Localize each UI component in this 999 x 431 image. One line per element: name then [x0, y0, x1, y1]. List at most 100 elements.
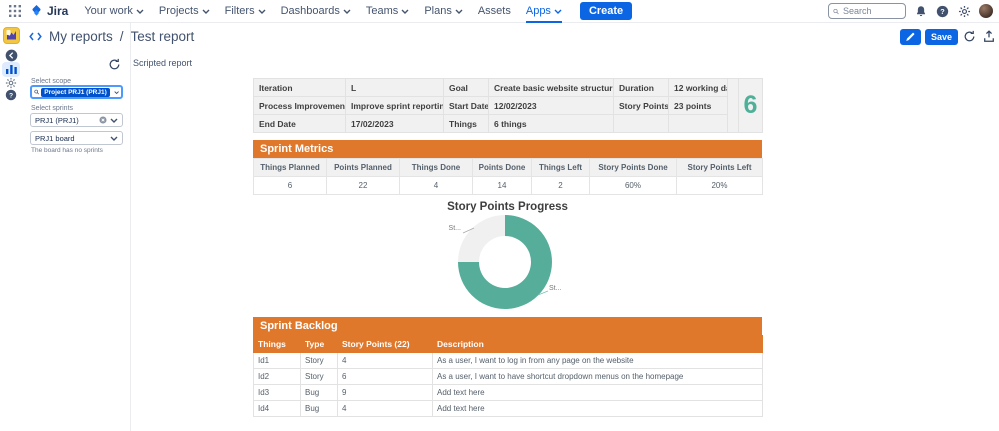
backlog-cell: 9: [338, 385, 433, 401]
info-label: Goal: [444, 79, 489, 97]
metrics-value-row: 6 22 4 14 2 60% 20%: [254, 177, 763, 195]
backlog-cell: Id1: [254, 353, 301, 369]
board-select[interactable]: PRJ1 board: [30, 131, 123, 145]
backlog-header: Description: [433, 336, 763, 353]
iteration-info-table: Iteration L Goal Create basic website st…: [253, 78, 763, 133]
donut-label-right: St...: [549, 285, 561, 292]
nav-filters[interactable]: Filters: [225, 0, 266, 23]
backlog-cell: Add text here: [433, 385, 763, 401]
info-spacer-cell: [728, 79, 739, 133]
backlog-cell: Story: [301, 369, 338, 385]
info-label: Process Improvement: [254, 97, 346, 115]
jira-logo-icon: [30, 5, 43, 18]
scope-label: Select scope: [31, 78, 71, 85]
top-navigation-bar: Jira Your work Projects Filters Dashboar…: [0, 0, 999, 23]
chevron-down-icon: [554, 9, 562, 14]
chevron-down-icon: [401, 9, 409, 14]
backlog-cell: As a user, I want to log in from any pag…: [433, 353, 763, 369]
metrics-value: 20%: [677, 177, 763, 195]
nav-projects[interactable]: Projects: [159, 0, 210, 23]
info-value: 12 working days: [669, 79, 728, 97]
jira-logo[interactable]: Jira: [30, 4, 68, 18]
sprint-metrics-header: Sprint Metrics: [253, 140, 762, 158]
backlog-cell: Add text here: [433, 401, 763, 417]
info-value: Create basic website structure: [489, 79, 614, 97]
app-settings-gear-icon[interactable]: [5, 77, 17, 89]
sprint-metrics-table: Things Planned Points Planned Things Don…: [253, 158, 763, 195]
info-label: End Date: [254, 115, 346, 133]
backlog-row: Id4 Bug 4 Add text here: [254, 401, 763, 417]
nav-apps[interactable]: Apps: [526, 0, 562, 23]
search-icon: [833, 7, 839, 16]
svg-text:?: ?: [9, 92, 13, 99]
jira-logo-text: Jira: [47, 4, 68, 18]
info-label: Story Points: [614, 97, 669, 115]
metrics-header: Story Points Done: [590, 159, 677, 177]
nav-plans[interactable]: Plans: [424, 0, 463, 23]
info-row: End Date 17/02/2023 Things 6 things: [254, 115, 763, 133]
chevron-down-icon: [455, 9, 463, 14]
sprint-select[interactable]: PRJ1 (PRJ1): [30, 113, 123, 127]
nav-teams[interactable]: Teams: [366, 0, 409, 23]
sprint-backlog-header: Sprint Backlog: [253, 317, 762, 335]
backlog-cell: Story: [301, 353, 338, 369]
scope-select[interactable]: Project PRJ1 (PRJ1): [30, 85, 123, 99]
chevron-down-icon: [136, 9, 144, 14]
info-value: 17/02/2023: [346, 115, 444, 133]
backlog-cell: Id2: [254, 369, 301, 385]
reports-chart-icon[interactable]: [2, 62, 20, 77]
chevron-down-icon: [258, 9, 266, 14]
app-help-icon[interactable]: ?: [5, 89, 17, 101]
sprint-backlog-table: Things Type Story Points (22) Descriptio…: [253, 335, 763, 417]
collapse-back-icon[interactable]: [5, 49, 18, 62]
backlog-cell: Id4: [254, 401, 301, 417]
metrics-value: 4: [400, 177, 473, 195]
user-avatar[interactable]: [979, 4, 993, 18]
donut-label-left: St...: [433, 225, 461, 232]
create-button[interactable]: Create: [580, 2, 632, 20]
info-value: 12/02/2023: [489, 97, 614, 115]
chevron-down-icon: [202, 9, 210, 14]
panel-refresh-icon[interactable]: [108, 58, 121, 76]
app-window: Jira Your work Projects Filters Dashboar…: [0, 0, 999, 431]
global-search[interactable]: [828, 3, 906, 19]
chart-title: Story Points Progress: [253, 201, 762, 213]
settings-gear-icon[interactable]: [957, 4, 972, 19]
app-switcher-icon[interactable]: [6, 2, 24, 20]
help-icon[interactable]: ?: [935, 4, 950, 19]
report-subtitle: Scripted report: [133, 58, 192, 68]
scripted-reports-app-icon[interactable]: [3, 27, 20, 49]
clear-icon[interactable]: [99, 116, 107, 124]
svg-text:?: ?: [940, 7, 945, 16]
backlog-cell: 4: [338, 353, 433, 369]
story-points-progress-chart: Story Points Progress St... St...: [253, 195, 762, 317]
nav-dashboards[interactable]: Dashboards: [281, 0, 351, 23]
nav-assets[interactable]: Assets: [478, 0, 511, 23]
backlog-header: Things: [254, 336, 301, 353]
backlog-row: Id3 Bug 9 Add text here: [254, 385, 763, 401]
info-value: 6 things: [489, 115, 614, 133]
app-sidebar: ?: [0, 23, 22, 431]
info-value: Improve sprint reporting: [346, 97, 444, 115]
info-label: Things: [444, 115, 489, 133]
notifications-bell-icon[interactable]: [913, 4, 928, 19]
info-row: Iteration L Goal Create basic website st…: [254, 79, 763, 97]
search-icon: [34, 88, 39, 96]
backlog-header-row: Things Type Story Points (22) Descriptio…: [254, 336, 763, 353]
info-label: Iteration: [254, 79, 346, 97]
donut-chart: [458, 215, 552, 309]
search-input[interactable]: [843, 6, 901, 16]
chevron-down-icon: [110, 118, 118, 123]
backlog-cell: 4: [338, 401, 433, 417]
info-value: 23 points: [669, 97, 728, 115]
info-value: L: [346, 79, 444, 97]
backlog-header: Type: [301, 336, 338, 353]
nav-items: Your work Projects Filters Dashboards Te…: [84, 0, 562, 23]
nav-your-work[interactable]: Your work: [84, 0, 144, 23]
backlog-row: Id2 Story 6 As a user, I want to have sh…: [254, 369, 763, 385]
scope-chip: Project PRJ1 (PRJ1): [41, 88, 110, 97]
chevron-down-icon: [343, 9, 351, 14]
backlog-cell: Id3: [254, 385, 301, 401]
board-note: The board has no sprints: [31, 147, 103, 154]
backlog-cell: 6: [338, 369, 433, 385]
